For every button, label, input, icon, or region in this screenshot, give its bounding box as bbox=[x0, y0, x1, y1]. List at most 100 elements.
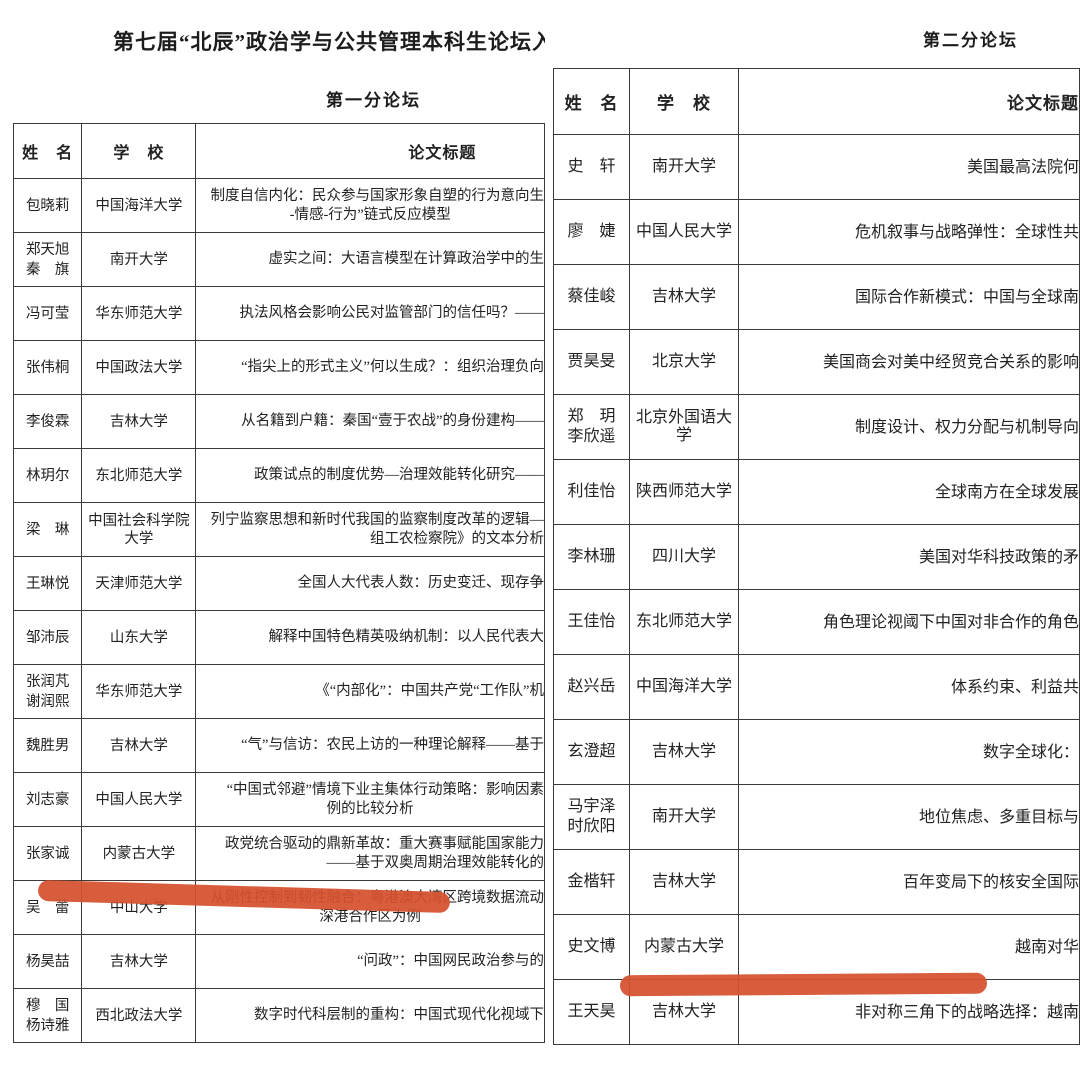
document-title: 第七届“北辰”政治学与公共管理本科生论坛入 bbox=[113, 30, 545, 54]
participant-name: 郑 玥 bbox=[567, 408, 616, 425]
school-cell: 天津师范大学 bbox=[81, 556, 197, 611]
school-cell: 北京大学 bbox=[629, 329, 739, 395]
participant-name-cell: 王天昊 bbox=[553, 979, 631, 1045]
participant-name: 包晓莉 bbox=[25, 197, 70, 214]
paper-title-line: 数字全球化： bbox=[982, 743, 1079, 761]
table-row: 金楷轩 吉林大学 百年变局下的核安全国际 bbox=[553, 849, 1080, 915]
paper-title-cell: 越南对华 bbox=[737, 914, 1080, 980]
participant-name: 邹沛辰 bbox=[25, 629, 70, 646]
forum2-table: 姓 名学 校论文标题史 轩南开大学 美国最高法院何廖 婕中国人民大学 危机叙事与战略… bbox=[553, 68, 1080, 1045]
school-cell: 南开大学 bbox=[81, 232, 197, 287]
school-column-header: 学 校 bbox=[81, 123, 197, 179]
table-row: 李林珊 四川大学 美国对华科技政策的矛 bbox=[553, 524, 1080, 590]
table-header-row: 姓 名学 校论文标题 bbox=[12, 123, 545, 179]
table-row: 穆 国杨诗雅 西北政法大学 数字时代科层制的重构：中国式现代化视域下 bbox=[12, 988, 545, 1043]
participant-name-cell: 穆 国杨诗雅 bbox=[12, 988, 83, 1043]
paper-title-line: 数字时代科层制的重构：中国式现代化视域下 bbox=[254, 1007, 544, 1023]
paper-title-line: 体系约束、利益共 bbox=[950, 678, 1079, 696]
table-row: 张润芃 谢润熙 华东师范大学 《“内部化”：中国共产党“工作队”机 bbox=[12, 664, 545, 719]
paper-title-cell: 数字时代科层制的重构：中国式现代化视域下 bbox=[195, 988, 545, 1043]
paper-title-line: 制度设计、权力分配与机制导向 bbox=[854, 418, 1079, 436]
paper-title-cell: 政策试点的制度优势—治理效能转化研究—— bbox=[195, 448, 545, 503]
participant-name: 张润芃 bbox=[25, 673, 70, 690]
paper-title-line: 执法风格会影响公民对监管部门的信任吗？—— bbox=[239, 305, 544, 321]
paper-title-line: 制度自信内化：民众参与国家形象自塑的行为意向生 bbox=[210, 187, 544, 204]
paper-title-cell: 美国商会对美中经贸竞合关系的影响 bbox=[737, 329, 1080, 395]
table-header-row: 姓 名学 校论文标题 bbox=[553, 68, 1080, 135]
participant-name-cell: 利佳怡 bbox=[553, 459, 631, 525]
school-cell: 华东师范大学 bbox=[81, 664, 197, 719]
table-row: 魏胜男 吉林大学 “气”与信访：农民上访的一种理论解释——基于 bbox=[12, 718, 545, 773]
participant-name: 赵兴岳 bbox=[567, 678, 616, 695]
participant-name-cell: 郑 玥李欣遥 bbox=[553, 394, 631, 460]
table-row: 张家诚 内蒙古大学 政党统合驱动的鼎新革故：重大赛事赋能国家能力 ——基于双奥周期治理… bbox=[12, 826, 545, 881]
participant-name-cell: 冯可莹 bbox=[12, 286, 83, 341]
participant-name: 林玥尔 bbox=[25, 467, 70, 484]
paper-title-cell: 制度自信内化：民众参与国家形象自塑的行为意向生 -情感-行为”链式反应模型 bbox=[195, 178, 545, 233]
red-marker-stroke-right bbox=[619, 972, 988, 997]
paper-title-line: 《“内部化”：中国共产党“工作队”机 bbox=[315, 683, 544, 699]
paper-title-line: 国际合作新模式：中国与全球南 bbox=[854, 288, 1079, 306]
paper-title-line: 政策试点的制度优势—治理效能转化研究—— bbox=[254, 467, 544, 483]
paper-title-line: “问政”：中国网民政治参与的 bbox=[357, 953, 544, 969]
participant-name-cell: 廖 婕 bbox=[553, 199, 631, 265]
paper-title-cell: 美国对华科技政策的矛 bbox=[737, 524, 1080, 590]
table-row: 张伟桐 中国政法大学 “指尖上的形式主义”何以生成？：组织治理负向 bbox=[12, 340, 545, 395]
paper-title-line: 虚实之间：大语言模型在计算政治学中的生 bbox=[268, 251, 544, 267]
participant-name-cell: 张润芃 谢润熙 bbox=[12, 664, 83, 719]
participant-name-cell: 魏胜男 bbox=[12, 718, 83, 773]
table-row: 杨昊喆 吉林大学 “问政”：中国网民政治参与的 bbox=[12, 934, 545, 989]
participant-name: 贾昊旻 bbox=[567, 353, 616, 370]
participant-name-cell: 金楷轩 bbox=[553, 849, 631, 915]
paper-title-cell: 体系约束、利益共 bbox=[737, 654, 1080, 720]
participant-name-cell: 蔡佳峻 bbox=[553, 264, 631, 330]
participant-name-cell: 王琳悦 bbox=[12, 556, 83, 611]
paper-title-cell: 全球南方在全球发展 bbox=[737, 459, 1080, 525]
forum1-table: 姓 名学 校论文标题 包晓莉 中国海洋大学 制度自信内化：民众参与国家形象自塑的行为意… bbox=[12, 123, 545, 1043]
participant-name: 刘志豪 bbox=[25, 791, 70, 808]
school-cell: 东北师范大学 bbox=[629, 589, 739, 655]
paper-title-line: 全国人大代表人数：历史变迁、现存争 bbox=[297, 575, 544, 591]
paper-title-line: 深港合作区为例 bbox=[319, 908, 421, 925]
participant-name-cell: 杨昊喆 bbox=[12, 934, 83, 989]
table-row: 史文博 内蒙古大学 越南对华 bbox=[553, 914, 1080, 980]
school-cell: 中国人民大学 bbox=[629, 199, 739, 265]
participant-name: 魏胜男 bbox=[25, 737, 70, 754]
paper-title-cell: 《“内部化”：中国共产党“工作队”机 bbox=[195, 664, 545, 719]
participant-name: 李欣遥 bbox=[567, 428, 616, 445]
paper-column-header: 论文标题 bbox=[195, 123, 545, 179]
paper-title-line: -情感-行为”链式反应模型 bbox=[289, 206, 451, 223]
paper-title-cell: 危机叙事与战略弹性：全球性共 bbox=[737, 199, 1080, 265]
participant-name: 史文博 bbox=[567, 938, 616, 955]
paper-title-line: 地位焦虑、多重目标与 bbox=[918, 808, 1079, 826]
school-cell: 陕西师范大学 bbox=[629, 459, 739, 525]
paper-title-cell: 政党统合驱动的鼎新革故：重大赛事赋能国家能力 ——基于双奥周期治理效能转化的 bbox=[195, 826, 545, 881]
paper-title-cell: 全国人大代表人数：历史变迁、现存争 bbox=[195, 556, 545, 611]
table-row: 赵兴岳 中国海洋大学 体系约束、利益共 bbox=[553, 654, 1080, 720]
paper-title-line: “指尖上的形式主义”何以生成？：组织治理负向 bbox=[241, 359, 544, 375]
school-cell: 中国海洋大学 bbox=[629, 654, 739, 720]
paper-title-cell: 列宁监察思想和新时代我国的监察制度改革的逻辑— 组工农检察院》的文本分析 bbox=[195, 502, 545, 557]
school-cell: 四川大学 bbox=[629, 524, 739, 590]
paper-title-line: 角色理论视阈下中国对非合作的角色 bbox=[822, 613, 1079, 631]
paper-title-cell: “问政”：中国网民政治参与的 bbox=[195, 934, 545, 989]
paper-title-line: 百年变局下的核安全国际 bbox=[902, 873, 1079, 891]
participant-name: 王佳怡 bbox=[567, 613, 616, 630]
participant-name: 秦 旗 bbox=[25, 261, 70, 278]
participant-name: 李林珊 bbox=[567, 548, 616, 565]
paper-title-cell: 美国最高法院何 bbox=[737, 134, 1080, 200]
table-row: 郑天旭秦 旗南开大学 虚实之间：大语言模型在计算政治学中的生 bbox=[12, 232, 545, 287]
paper-title-cell: 地位焦虑、多重目标与 bbox=[737, 784, 1080, 850]
forum1-title: 第一分论坛 bbox=[326, 91, 421, 110]
participant-name-cell: 史 轩 bbox=[553, 134, 631, 200]
participant-name: 马宇泽 bbox=[567, 798, 616, 815]
table-row: 马宇泽 时欣阳 南开大学 地位焦虑、多重目标与 bbox=[553, 784, 1080, 850]
table-row: 林玥尔 东北师范大学 政策试点的制度优势—治理效能转化研究—— bbox=[12, 448, 545, 503]
paper-title-line: “气”与信访：农民上访的一种理论解释——基于 bbox=[241, 737, 544, 753]
paper-title-line: 组工农检察院》的文本分析 bbox=[370, 530, 544, 547]
school-cell: 吉林大学 bbox=[81, 394, 197, 449]
participant-name-cell: 包晓莉 bbox=[12, 178, 83, 233]
paper-title-cell: “气”与信访：农民上访的一种理论解释——基于 bbox=[195, 718, 545, 773]
participant-name: 金楷轩 bbox=[567, 873, 616, 890]
